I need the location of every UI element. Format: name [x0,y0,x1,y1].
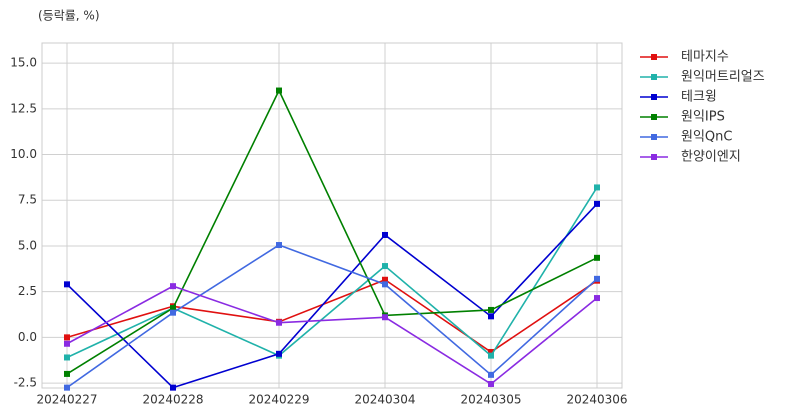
point [64,334,70,341]
legend-label: 테마지수 [681,50,729,65]
point [488,313,494,320]
point [170,309,176,316]
point [382,314,388,321]
point [382,263,388,270]
y-tick-label: 2.5 [18,284,37,298]
series-line [66,88,598,375]
legend-marker [651,134,657,140]
point [170,283,176,290]
legend-label: 테크윙 [681,89,717,105]
legend-marker [651,94,657,100]
point [488,306,494,313]
legend-label: 한양이엔지 [681,150,741,165]
y-tick-label: 7.5 [18,193,37,207]
series [64,242,600,391]
series [64,184,600,361]
point [382,281,388,288]
legend-marker [651,154,657,160]
legend-marker [651,114,657,120]
point [170,305,176,312]
x-tick-label: 20240306 [566,393,627,407]
series-line [66,278,598,353]
legend-marker [651,74,657,80]
point [64,384,70,391]
y-tick-label: 0.0 [18,330,37,344]
x-tick-label: 20240229 [248,393,309,407]
point [488,371,494,378]
plot-frame [41,42,623,389]
point [594,184,600,191]
chart-subtitle: (등락률, %) [38,9,100,23]
point [64,354,70,361]
x-tick-label: 20240227 [36,393,97,407]
point [594,275,600,282]
legend-marker [651,54,657,60]
point [488,348,494,355]
point [594,200,600,207]
series-line [66,285,598,385]
legend-label: 원익QnC [681,130,732,145]
point [382,276,388,283]
point [488,380,494,387]
y-tick-label: 10.0 [10,147,37,161]
series [64,276,600,355]
point [170,384,176,391]
point [276,242,282,249]
series-line [66,187,598,359]
y-tick-label: 15.0 [10,56,37,70]
series [64,200,600,391]
y-tick-label: -2.5 [14,376,37,390]
point [382,231,388,238]
legend-label: 원익IPS [681,110,725,125]
x-tick-label: 20240228 [142,393,203,407]
y-tick-label: 5.0 [18,238,37,252]
point [64,281,70,288]
point [64,370,70,377]
x-tick-label: 20240304 [354,393,415,407]
series [64,283,600,387]
point [276,87,282,94]
x-tick-label: 20240305 [460,393,521,407]
point [276,350,282,357]
point [488,352,494,359]
series-line [66,203,598,389]
legend-label: 원익머트리얼즈 [681,70,765,85]
point [594,295,600,302]
point [64,340,70,347]
series-line [66,244,598,389]
point [276,319,282,326]
point [594,254,600,261]
y-tick-label: 12.5 [10,101,37,115]
